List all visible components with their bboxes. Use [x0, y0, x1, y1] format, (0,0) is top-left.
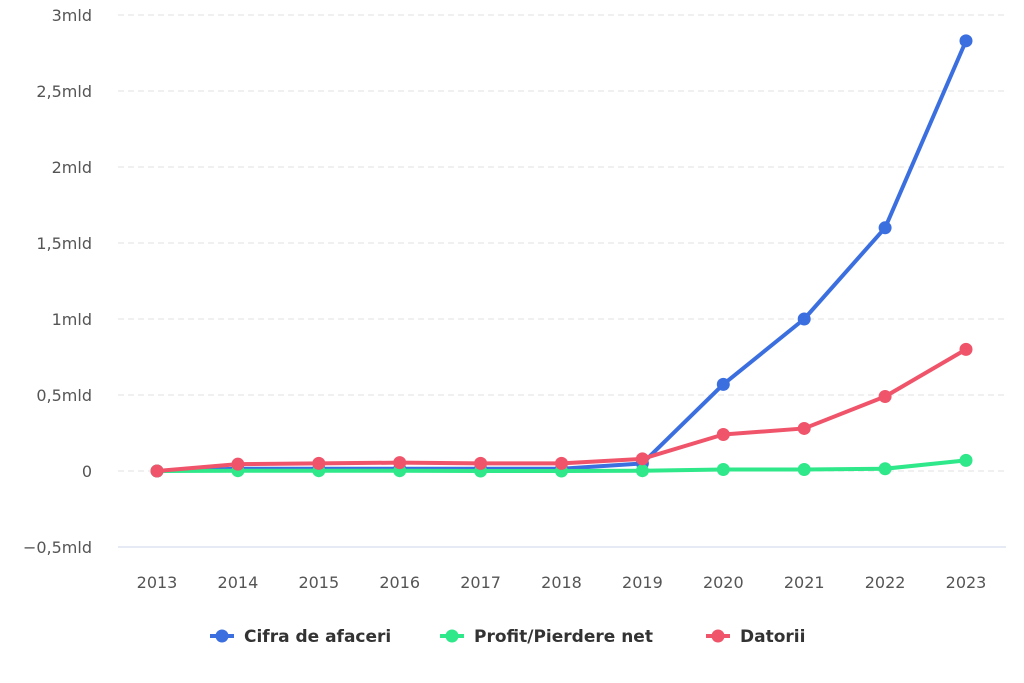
data-point[interactable]: [797, 312, 811, 326]
y-tick-label: 1mld: [52, 310, 92, 329]
series-line: [156, 347, 968, 473]
data-point[interactable]: [878, 462, 892, 476]
y-tick-label: 2,5mld: [36, 82, 92, 101]
data-point[interactable]: [635, 452, 649, 466]
data-point[interactable]: [878, 390, 892, 404]
data-point[interactable]: [878, 221, 892, 235]
legend-marker: [215, 629, 229, 643]
series-line: [156, 40, 968, 473]
data-point[interactable]: [312, 456, 326, 470]
legend-marker: [711, 629, 725, 643]
data-point[interactable]: [959, 453, 973, 467]
data-point[interactable]: [635, 464, 649, 478]
data-point[interactable]: [797, 421, 811, 435]
x-tick-label: 2019: [622, 573, 663, 592]
data-point[interactable]: [393, 456, 407, 470]
y-tick-label: 0: [82, 462, 92, 481]
x-tick-label: 2023: [946, 573, 987, 592]
legend-item[interactable]: Cifra de afaceri: [244, 627, 391, 647]
y-tick-label: 0,5mld: [36, 386, 92, 405]
data-point[interactable]: [716, 377, 730, 391]
data-point[interactable]: [555, 456, 568, 470]
x-tick-label: 2018: [541, 573, 582, 592]
data-point[interactable]: [231, 457, 245, 471]
x-tick-label: 2022: [865, 573, 906, 592]
x-tick-label: 2014: [218, 573, 259, 592]
y-tick-label: 3mld: [52, 6, 92, 25]
data-point[interactable]: [797, 462, 811, 476]
x-tick-label: 2020: [703, 573, 744, 592]
legend-marker: [445, 629, 459, 643]
data-point[interactable]: [474, 456, 488, 470]
data-point[interactable]: [716, 462, 730, 476]
data-point[interactable]: [716, 428, 730, 442]
data-point[interactable]: [150, 464, 164, 478]
y-tick-label: −0,5mld: [23, 538, 92, 557]
legend-item[interactable]: Datorii: [740, 627, 805, 647]
data-point[interactable]: [959, 34, 973, 48]
y-tick-label: 2mld: [52, 158, 92, 177]
x-tick-label: 2017: [460, 573, 501, 592]
x-tick-label: 2016: [379, 573, 420, 592]
x-tick-label: 2013: [137, 573, 178, 592]
legend-item[interactable]: Profit/Pierdere net: [474, 627, 653, 647]
x-tick-label: 2015: [298, 573, 339, 592]
x-tick-label: 2021: [784, 573, 825, 592]
y-tick-label: 1,5mld: [36, 234, 92, 253]
data-point[interactable]: [959, 342, 973, 356]
